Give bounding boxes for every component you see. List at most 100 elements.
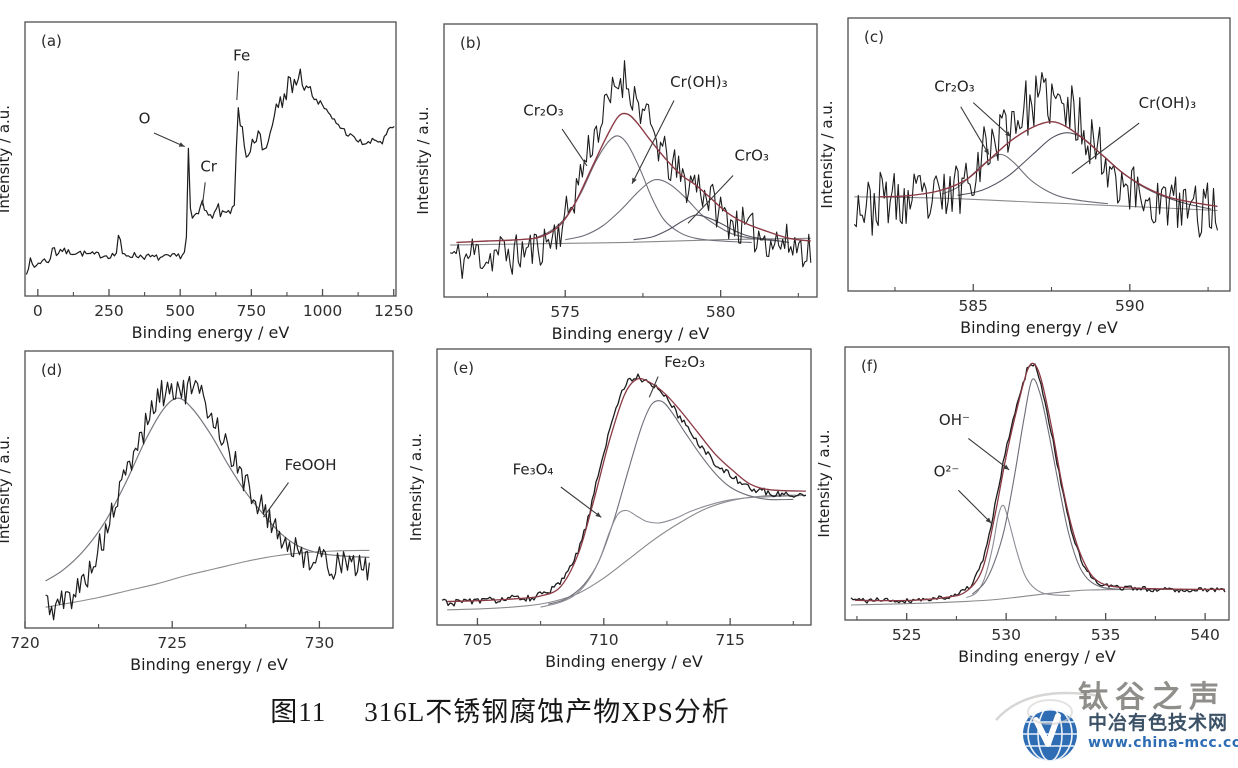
annotation-pointer-line	[968, 438, 1010, 471]
annotation-Fe: Fe	[233, 46, 250, 64]
figure-number: 图11	[270, 697, 327, 727]
x-axis-label: Binding energy / eV	[130, 655, 288, 674]
site-url[interactable]: www.china-mcc.com	[1088, 735, 1238, 751]
panel-d: 720 725 730 Binding energy / eV Intensity / …	[0, 350, 394, 674]
series-measured-spectrum	[850, 363, 1226, 604]
panel-a: 0 250 500 750 1000 1250 Binding energy / eV Int…	[0, 21, 413, 342]
annotation-arrowhead	[1005, 131, 1011, 137]
annotation-Fe₃O₄: Fe₃O₄	[513, 461, 554, 479]
series-baseline	[450, 237, 811, 246]
watermark-text: 钛谷之声	[1078, 680, 1226, 715]
panel-letter: (e)	[453, 359, 474, 377]
x-tick-label: 1000	[303, 302, 342, 320]
axes-box	[24, 21, 397, 297]
annotation-arrowhead	[984, 148, 989, 155]
annotation-arrowhead	[985, 517, 992, 524]
panel-c: 585 590 Binding energy / eV Intensity / a.u…	[818, 17, 1231, 337]
annotation-pointer-line	[958, 489, 992, 524]
annotation-Cr₂O₃: Cr₂O₃	[523, 101, 563, 119]
x-tick-label: 535	[1091, 626, 1121, 644]
decorative-swoosh	[995, 691, 1101, 725]
x-axis-label: Binding energy / eV	[552, 324, 710, 343]
series-measured-spectrum	[853, 72, 1219, 238]
x-tick-label: 730	[305, 634, 335, 652]
series-background	[850, 588, 1225, 606]
series-component-OHminus	[971, 378, 1122, 595]
series-component-CrO3	[633, 214, 790, 243]
x-tick-label: 540	[1190, 626, 1220, 644]
annotation-pointer-line	[631, 100, 675, 184]
x-tick-label: 590	[1115, 297, 1145, 315]
x-axis-label: Binding energy / eV	[545, 652, 703, 671]
panel-letter: (b)	[460, 34, 481, 52]
site-name: 中冶有色技术网	[1088, 712, 1229, 734]
x-tick-label: 705	[463, 631, 493, 649]
annotation-pointer-line	[263, 482, 289, 518]
annotation-arrowhead	[595, 512, 602, 518]
series-component-CrOH3	[565, 178, 777, 242]
series-measured-spectrum	[441, 373, 807, 607]
annotation-pointer-line	[972, 102, 1012, 138]
series-survey-spectrum	[25, 68, 395, 275]
annotation-Cr: Cr	[200, 157, 217, 175]
annotation-Fe₂O₃: Fe₂O₃	[664, 353, 705, 371]
panel-letter: (d)	[41, 361, 62, 379]
x-tick-label: 715	[715, 631, 745, 649]
y-axis-label: Intensity / a.u.	[407, 433, 425, 541]
annotation-pointer-line	[560, 486, 602, 518]
x-tick-label: 720	[10, 634, 40, 652]
annotation-Cr₂O₃: Cr₂O₃	[934, 78, 974, 96]
x-axis-label: Binding energy / eV	[958, 647, 1116, 666]
y-axis-label: Intensity / a.u.	[414, 106, 432, 214]
panel-letter: (a)	[41, 32, 62, 50]
x-tick-label: 575	[550, 303, 580, 321]
annotation-CrO₃: CrO₃	[734, 147, 768, 165]
x-tick-label: 725	[157, 634, 187, 652]
series-fit-FeOOH	[45, 397, 370, 582]
annotation-arrowhead	[1003, 464, 1010, 470]
y-axis-label: Intensity / a.u.	[815, 429, 833, 537]
annotation-pointer-line	[687, 175, 734, 224]
x-tick-label: 585	[958, 297, 988, 315]
series-background	[447, 494, 806, 611]
series-component-Fe3O4	[540, 494, 806, 608]
annotation-pointer-line	[648, 376, 659, 398]
series-component-Fe2O3	[548, 400, 794, 605]
annotation-OH⁻: OH⁻	[939, 411, 970, 429]
axes-box	[24, 350, 394, 629]
axes-box	[436, 348, 812, 626]
axes-box	[443, 23, 818, 298]
series-fit-envelope	[447, 377, 806, 603]
annotation-O: O	[139, 109, 151, 127]
x-tick-label: 0	[33, 302, 43, 320]
panel-letter: (f)	[861, 357, 878, 375]
series-baseline	[45, 549, 370, 608]
x-tick-label: 250	[94, 302, 124, 320]
x-tick-label: 750	[237, 302, 267, 320]
axes-box	[844, 346, 1230, 621]
x-tick-label: 530	[991, 626, 1021, 644]
annotation-pointer-line	[960, 106, 990, 155]
y-axis-label: Intensity / a.u.	[0, 105, 13, 213]
figure-caption: 图11 316L不锈钢腐蚀产物XPS分析	[40, 690, 960, 729]
panel-e: 705 710 715 Binding energy / eV Intensity / …	[407, 348, 812, 671]
annotation-FeOOH: FeOOH	[285, 456, 337, 474]
annotation-pointer-line	[561, 128, 588, 167]
series-fit-envelope	[456, 112, 811, 244]
y-axis-label: Intensity / a.u.	[0, 435, 13, 543]
panel-letter: (c)	[864, 28, 884, 46]
panel-f: 525 530 535 540 Binding energy / eV Intensity…	[815, 346, 1230, 666]
annotation-pointer-line	[236, 71, 240, 101]
x-axis-label: Binding energy / eV	[132, 323, 290, 342]
annotation-O²⁻: O²⁻	[934, 463, 960, 481]
x-tick-label: 710	[589, 631, 619, 649]
x-tick-label: 1250	[374, 302, 413, 320]
annotation-pointer-line	[201, 182, 206, 206]
annotation-arrowhead	[178, 142, 185, 147]
y-axis-label: Intensity / a.u.	[818, 100, 836, 208]
annotation-pointer-line	[153, 132, 185, 148]
x-tick-label: 525	[892, 626, 922, 644]
panel-b: 575 580 Binding energy / eV Intensity / a.u…	[414, 23, 818, 343]
